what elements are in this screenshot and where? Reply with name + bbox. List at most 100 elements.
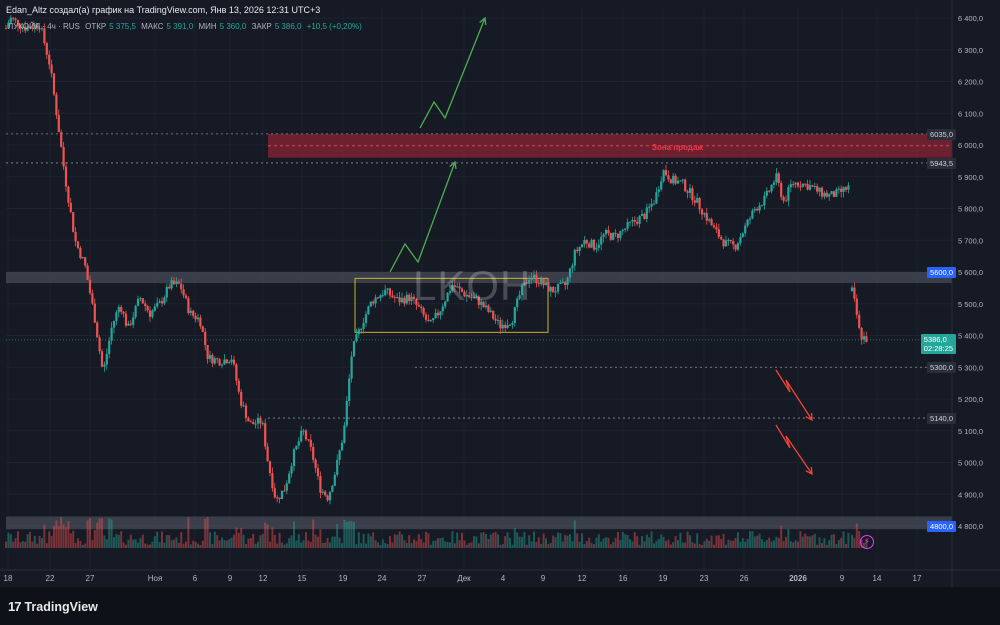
lightning-icon[interactable]: ⚡ <box>860 535 874 549</box>
candle-body <box>64 166 68 187</box>
volume-bar <box>799 531 802 548</box>
volume-bar <box>727 539 730 548</box>
candle-body <box>855 298 858 315</box>
candle-body <box>139 298 142 300</box>
tradingview-brand[interactable]: 17 TradingView <box>8 599 98 614</box>
candle-body <box>432 318 435 321</box>
candle-body <box>388 288 392 296</box>
candle-body <box>693 200 696 203</box>
volume-bar <box>470 542 473 548</box>
volume-bar <box>494 531 497 548</box>
volume-bar <box>624 534 627 548</box>
volume-bar <box>297 534 300 548</box>
candlestick-series <box>4 15 868 505</box>
volume-bar <box>631 541 634 548</box>
candle-body <box>823 192 826 197</box>
price-chart[interactable]: 4 800,0 4 900,0 5 000,0 5 100,0 5 200,0 5 300… <box>0 0 1000 587</box>
volume-bar <box>818 537 821 548</box>
candle-body <box>801 183 804 187</box>
volume-bar <box>362 533 365 548</box>
volume-bar <box>17 531 19 548</box>
volume-bar <box>487 539 490 548</box>
volume-bar <box>360 543 363 548</box>
volume-bar <box>350 521 353 548</box>
projection-arrows <box>389 16 813 476</box>
candle-body <box>91 293 94 304</box>
candle-body <box>379 295 382 299</box>
candle-body <box>326 495 329 501</box>
candle-body <box>408 294 411 302</box>
candle-body <box>201 326 204 332</box>
candle-body <box>273 488 276 498</box>
volume-bar <box>271 527 274 548</box>
volume-bar <box>763 542 766 548</box>
x-tick-label: 17 <box>913 574 922 583</box>
candle-body <box>703 213 706 215</box>
candle-body <box>398 297 401 303</box>
volume-bar <box>525 544 528 548</box>
candle-body <box>208 354 212 359</box>
y-tick-label: 5 600,0 <box>958 268 983 277</box>
candle-body <box>158 301 161 303</box>
candle-body <box>691 188 694 201</box>
candle-body <box>220 364 224 366</box>
candle-body <box>504 324 507 328</box>
candle-body <box>261 423 264 425</box>
candle-body <box>100 351 104 367</box>
candle-body <box>626 221 629 229</box>
volume-bar <box>851 534 853 548</box>
volume-bar <box>547 544 550 548</box>
candle-body <box>242 405 245 407</box>
candle-body <box>285 483 288 491</box>
candle-body <box>93 303 96 323</box>
candle-body <box>631 219 634 222</box>
volume-bar <box>722 533 725 548</box>
volume-bar <box>379 544 382 548</box>
candle-body <box>40 28 44 30</box>
volume-bar <box>43 524 46 548</box>
volume-bar <box>319 529 322 548</box>
volume-bar <box>223 540 226 548</box>
volume-bar <box>29 532 31 548</box>
volume-bar <box>657 539 660 548</box>
candle-body <box>26 26 29 31</box>
volume-bar <box>79 540 82 548</box>
candle-body <box>489 310 492 312</box>
candle-body <box>804 183 807 185</box>
volume-bar <box>285 543 288 548</box>
volume-bar <box>264 522 267 548</box>
volume-bar <box>91 539 94 548</box>
volume-bar <box>770 541 773 548</box>
candle-body <box>427 319 430 322</box>
volume-bar <box>98 518 101 548</box>
volume-bar <box>295 540 298 548</box>
y-tick-label: 5 200,0 <box>958 395 983 404</box>
volume-bar <box>398 531 401 548</box>
volume-bar <box>278 532 281 548</box>
candle-body <box>319 475 322 493</box>
volume-bar <box>840 537 843 548</box>
volume-bar <box>391 542 394 548</box>
candle-body <box>686 191 689 193</box>
volume-bar <box>717 535 720 548</box>
candle-body <box>48 54 51 65</box>
volume-bar <box>698 544 701 548</box>
candle-body <box>756 208 759 211</box>
volume-bar <box>614 537 617 548</box>
candle-body <box>355 334 358 342</box>
candle-body <box>499 320 502 329</box>
volume-bar <box>293 521 295 548</box>
candle-body <box>835 189 838 197</box>
volume-bar <box>590 542 593 548</box>
volume-bar <box>252 533 255 548</box>
volume-bar <box>662 536 665 548</box>
candle-body <box>612 232 615 240</box>
candle-body <box>552 287 555 293</box>
candle-body <box>460 288 464 292</box>
volume-bar <box>677 540 679 548</box>
arrow-down-2-head <box>805 466 813 476</box>
legend-symbol: ЛУКОЙЛ · 4ч · RUS <box>8 22 80 31</box>
candle-body <box>333 474 336 486</box>
volume-bar <box>542 533 545 548</box>
volume-bar <box>475 536 478 548</box>
